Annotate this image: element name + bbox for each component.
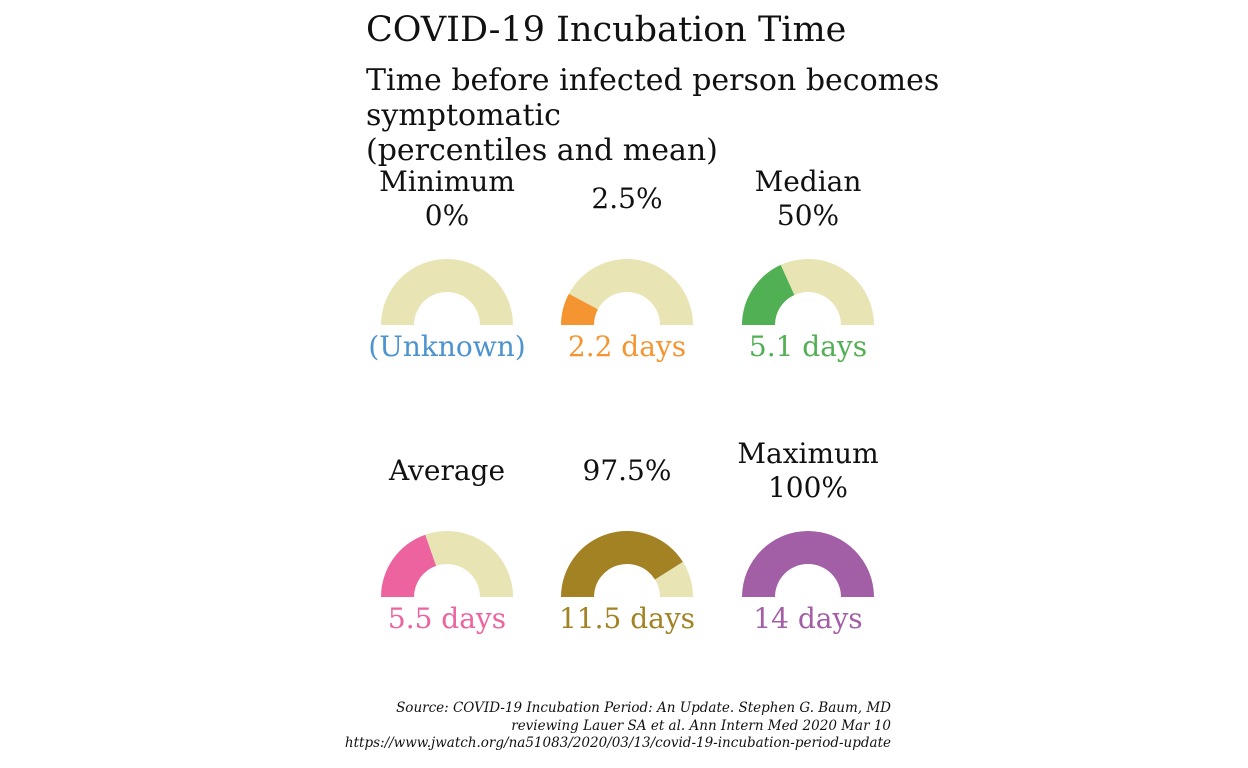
source-line-3: https://www.jwatch.org/na51083/2020/03/1… [344, 735, 891, 751]
gauge-label-line-1: Average [388, 454, 506, 487]
gauge-label-line-1: Median [754, 165, 862, 198]
gauge-dial [561, 259, 693, 325]
gauge-value: 14 days [753, 602, 863, 635]
gauge-label-line-2: 50% [776, 199, 840, 232]
gauge-dial [742, 531, 874, 597]
gauge-dial [561, 531, 693, 597]
chart-title: COVID-19 Incubation Time [366, 10, 847, 50]
gauge-track [425, 531, 513, 597]
source-note: Source: COVID-19 Incubation Period: An U… [345, 700, 891, 753]
gauge-fill [381, 534, 437, 597]
gauge-label: 97.5% [537, 454, 717, 488]
gauge-track [654, 561, 693, 597]
gauge-label: 2.5% [537, 182, 717, 216]
subtitle-line-1: Time before infected person becomes symp… [366, 63, 940, 133]
gauge-label-line-1: Maximum [737, 437, 879, 470]
gauge-fill [561, 531, 683, 597]
source-line-2: reviewing Lauer SA et al. Ann Intern Med… [511, 717, 891, 734]
gauge-value: 11.5 days [558, 602, 696, 635]
gauge-value: 5.5 days [387, 602, 507, 635]
gauge-track [381, 259, 513, 325]
source-line-1: Source: COVID-19 Incubation Period: An U… [396, 700, 891, 716]
gauge-label-line-1: 97.5% [582, 454, 672, 487]
gauge-track [568, 259, 693, 325]
gauge-value: 2.2 days [567, 330, 687, 363]
gauge-fill [742, 531, 874, 597]
gauge-track [780, 259, 874, 325]
chart-subtitle: Time before infected person becomes symp… [366, 63, 1126, 168]
gauge-label-line-1: 2.5% [591, 182, 663, 215]
gauge-value: (Unknown) [368, 330, 526, 363]
gauge-dial [381, 259, 513, 325]
gauge-dial [742, 259, 874, 325]
gauge-value: 5.1 days [748, 330, 868, 363]
gauge-fill [561, 293, 598, 325]
gauge-label: Median 50% [718, 165, 898, 233]
gauge-label: Maximum 100% [718, 437, 898, 505]
gauge-label-line-2: 100% [767, 471, 849, 504]
gauge-label: Average [357, 454, 537, 488]
gauge-label: Minimum 0% [357, 165, 537, 233]
gauge-label-line-1: Minimum [379, 165, 515, 198]
gauge-label-line-2: 0% [424, 199, 470, 232]
gauge-fill [742, 264, 795, 325]
subtitle-line-2: (percentiles and mean) [366, 133, 718, 168]
gauge-dial [381, 531, 513, 597]
